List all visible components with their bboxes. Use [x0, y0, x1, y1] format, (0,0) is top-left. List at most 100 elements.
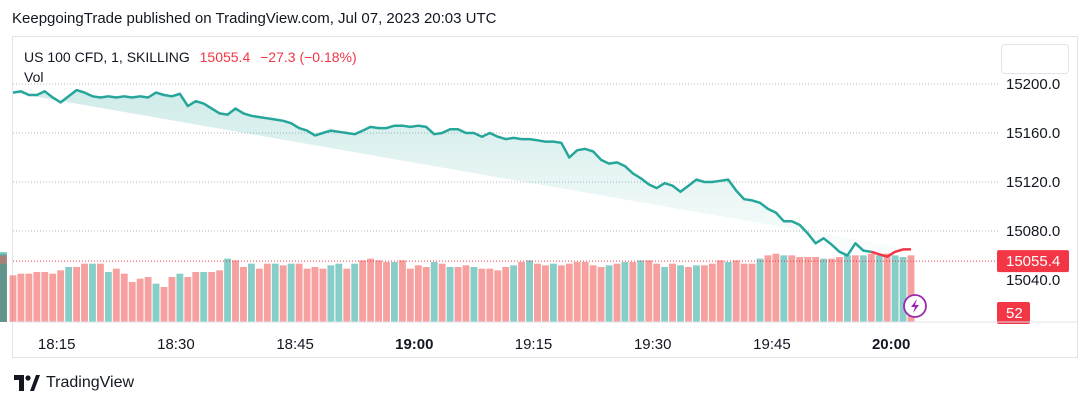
- y-tick-label: 15200.0: [1006, 76, 1060, 93]
- volume-bar: [152, 283, 160, 322]
- volume-bar: [73, 267, 81, 322]
- volume-bar: [311, 267, 319, 322]
- volume-bar: [605, 265, 613, 322]
- volume-bar: [391, 262, 398, 322]
- x-tick-label: 19:00: [395, 336, 433, 353]
- volume-bar: [621, 262, 629, 322]
- volume-bar: [494, 270, 502, 322]
- volume-bar: [462, 265, 470, 322]
- volume-bar: [422, 267, 430, 322]
- volume-bar: [812, 257, 820, 322]
- volume-bar: [208, 272, 216, 322]
- volume-bar: [120, 273, 128, 322]
- legend-change: −27.3 (−0.18%): [260, 49, 357, 65]
- volume-bar: [502, 267, 510, 322]
- volume-bar: [216, 270, 224, 322]
- volume-bar: [748, 263, 756, 322]
- volume-bar: [740, 263, 748, 322]
- price-line[interactable]: [12, 88, 872, 257]
- volume-bar: [89, 263, 96, 322]
- volume-bar: [255, 268, 263, 322]
- volume-bar: [303, 268, 311, 322]
- x-tick-label: 19:30: [634, 336, 672, 353]
- x-tick-label: 18:30: [157, 336, 195, 353]
- volume-bar: [851, 255, 859, 322]
- volume-bar: [645, 260, 653, 322]
- last-price-badge: [997, 250, 1069, 273]
- x-tick-label: 18:15: [38, 336, 76, 353]
- volume-bar: [661, 267, 669, 322]
- volume-bar: [669, 263, 677, 322]
- volume-bar: [708, 263, 716, 322]
- volume-bar: [375, 260, 382, 322]
- volume-bar: [526, 260, 533, 322]
- volume-bar: [319, 268, 327, 322]
- symbol-label[interactable]: US 100 CFD, 1, SKILLING: [24, 49, 190, 65]
- volume-indicator-label[interactable]: Vol: [24, 69, 44, 85]
- volume-bar: [49, 273, 57, 322]
- volume-bar: [128, 282, 136, 322]
- volume-bar: [144, 277, 152, 322]
- volume-bar: [820, 258, 828, 322]
- price-scale-button[interactable]: [1001, 44, 1069, 74]
- volume-bar: [430, 262, 438, 322]
- volume-bar: [828, 258, 835, 322]
- chart-legend: US 100 CFD, 1, SKILLING 15055.4 −27.3 (−…: [24, 47, 357, 87]
- last-volume-badge: [997, 302, 1030, 324]
- volume-bar: [859, 255, 867, 322]
- volume-bar: [57, 270, 65, 322]
- volume-bar: [534, 263, 541, 322]
- price-line-recent[interactable]: [870, 248, 911, 258]
- volume-bar: [17, 273, 25, 322]
- volume-bar: [96, 263, 104, 322]
- volume-bar: [589, 265, 597, 322]
- volume-bar: [724, 262, 732, 322]
- volume-bar: [327, 265, 335, 322]
- volume-bar: [81, 263, 88, 322]
- volume-bar: [224, 258, 232, 322]
- last-price-badge-label: 15055.4: [1006, 253, 1060, 270]
- x-tick-label: 19:45: [753, 336, 791, 353]
- volume-bar: [692, 265, 700, 322]
- volume-bar: [279, 265, 287, 322]
- volume-bar: [653, 263, 661, 322]
- volume-bar: [804, 257, 812, 322]
- volume-bar: [573, 262, 581, 322]
- volume-bar: [486, 268, 494, 322]
- volume-bar: [891, 255, 899, 322]
- volume-bar: [343, 268, 351, 322]
- volume-bar: [732, 260, 740, 322]
- volume-bar: [677, 265, 684, 322]
- y-tick-label: 15040.0: [1006, 272, 1060, 289]
- volume-bar: [581, 262, 589, 322]
- volume-bar: [772, 253, 780, 322]
- volume-bar: [160, 287, 168, 322]
- volume-bar: [136, 278, 144, 322]
- volume-bar: [700, 265, 708, 322]
- volume-bar: [271, 263, 279, 322]
- volume-bar: [883, 253, 891, 322]
- volume-bar: [25, 273, 33, 322]
- volume-bar: [780, 255, 788, 322]
- lightning-bolt-glyph: [911, 299, 919, 313]
- x-tick-label: 18:45: [276, 336, 314, 353]
- volume-bar: [9, 275, 17, 322]
- volume-bar: [478, 268, 486, 322]
- volume-bar: [796, 257, 804, 322]
- volume-bar: [263, 263, 271, 322]
- volume-bar: [176, 273, 184, 322]
- volume-bar: [565, 263, 573, 322]
- volume-bar: [454, 267, 462, 322]
- volume-bar: [65, 267, 73, 322]
- volume-bar: [414, 265, 422, 322]
- volume-bar: [518, 262, 526, 322]
- volume-bar: [295, 263, 303, 322]
- y-tick-label: 15160.0: [1006, 125, 1060, 142]
- volume-bar: [446, 267, 454, 322]
- last-volume-badge-label: 52: [1006, 305, 1023, 322]
- y-tick-label: 15120.0: [1006, 174, 1060, 191]
- volume-bar: [510, 265, 518, 322]
- brand-label: TradingView: [46, 374, 135, 391]
- x-tick-label: 19:15: [515, 336, 553, 353]
